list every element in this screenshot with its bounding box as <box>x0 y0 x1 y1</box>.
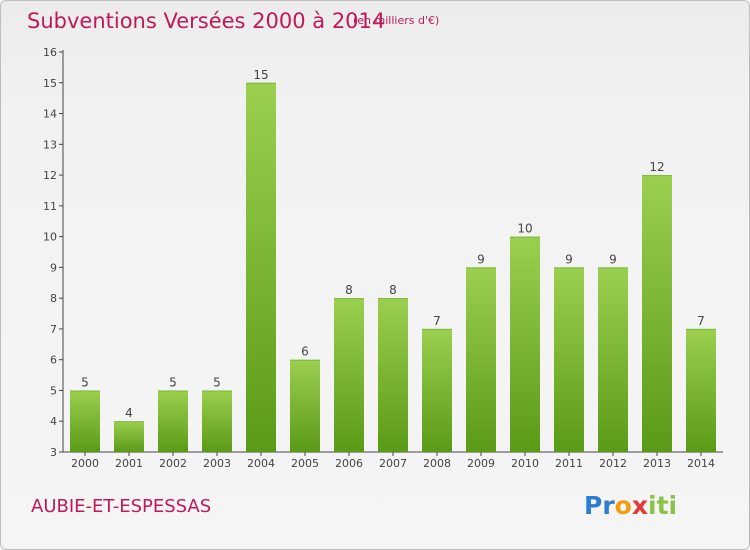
y-tick-label: 14 <box>43 108 57 121</box>
bar <box>246 82 276 453</box>
commune-name: AUBIE-ET-ESPESSAS <box>31 496 212 517</box>
y-tick-label: 3 <box>50 446 57 459</box>
x-tick-label: 2013 <box>643 457 671 470</box>
data-label: 7 <box>697 314 705 328</box>
bar <box>466 267 496 452</box>
bar <box>510 236 540 452</box>
y-tick-label: 8 <box>50 292 57 305</box>
bar <box>378 298 408 452</box>
y-tick-label: 7 <box>50 323 57 336</box>
x-tick-label: 2007 <box>379 457 407 470</box>
y-tick-label: 15 <box>43 77 57 90</box>
data-label: 8 <box>345 283 353 297</box>
logo-letter: r <box>602 491 615 520</box>
data-label: 9 <box>609 252 617 266</box>
x-tick-label: 2006 <box>335 457 363 470</box>
logo-letter: x <box>631 491 648 520</box>
bar <box>114 421 144 452</box>
x-tick-label: 2008 <box>423 457 451 470</box>
x-tick-label: 2003 <box>203 457 231 470</box>
bar <box>158 390 188 452</box>
data-label: 9 <box>565 252 573 266</box>
data-label: 7 <box>433 314 441 328</box>
x-tick-label: 2012 <box>599 457 627 470</box>
bar <box>290 359 320 452</box>
bar <box>598 267 628 452</box>
data-label: 5 <box>213 375 221 389</box>
x-tick-label: 2002 <box>159 457 187 470</box>
data-label: 12 <box>649 160 664 174</box>
bar <box>642 175 672 453</box>
logo-letter: o <box>614 491 632 520</box>
data-label: 5 <box>81 375 89 389</box>
logo-letter: i <box>668 491 678 520</box>
data-label: 15 <box>253 68 268 82</box>
x-tick-label: 2000 <box>71 457 99 470</box>
logo-letter: P <box>584 491 603 520</box>
y-tick-label: 13 <box>43 138 57 151</box>
logo-letter: i <box>648 491 657 520</box>
x-tick-label: 2001 <box>115 457 143 470</box>
y-tick-label: 16 <box>43 46 57 59</box>
x-tick-label: 2009 <box>467 457 495 470</box>
bar <box>202 390 232 452</box>
x-tick-label: 2014 <box>687 457 715 470</box>
y-tick-label: 9 <box>50 261 57 274</box>
bar <box>70 390 100 452</box>
y-tick-label: 6 <box>50 354 57 367</box>
chart-title: Subventions Versées 2000 à 2014 <box>27 9 386 33</box>
data-label: 4 <box>125 406 133 420</box>
bar <box>554 267 584 452</box>
data-label: 5 <box>169 375 177 389</box>
bar <box>422 328 452 452</box>
y-tick-label: 5 <box>50 384 57 397</box>
x-tick-label: 2010 <box>511 457 539 470</box>
data-label: 9 <box>477 252 485 266</box>
y-tick-label: 12 <box>43 169 57 182</box>
bar <box>334 298 364 452</box>
y-tick-label: 10 <box>43 231 57 244</box>
bar <box>686 328 716 452</box>
x-tick-label: 2004 <box>247 457 275 470</box>
proxiti-logo: Proxiti <box>584 491 677 520</box>
logo-letter: t <box>656 491 669 520</box>
data-label: 10 <box>517 222 532 236</box>
y-tick-label: 11 <box>43 200 57 213</box>
y-tick-label: 4 <box>50 415 57 428</box>
data-label: 8 <box>389 283 397 297</box>
x-tick-label: 2005 <box>291 457 319 470</box>
chart-unit: (en milliers d'€) <box>353 14 440 27</box>
data-label: 6 <box>301 345 309 359</box>
x-tick-label: 2011 <box>555 457 583 470</box>
